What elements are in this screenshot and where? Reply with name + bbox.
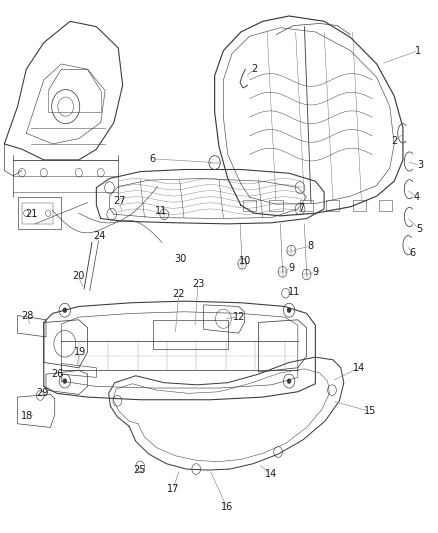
Text: 9: 9 bbox=[288, 263, 294, 272]
Text: 9: 9 bbox=[312, 267, 318, 277]
Text: 2: 2 bbox=[251, 64, 257, 74]
Text: 1: 1 bbox=[415, 46, 421, 55]
Circle shape bbox=[287, 378, 291, 384]
Text: 27: 27 bbox=[113, 197, 125, 206]
Text: 28: 28 bbox=[21, 311, 33, 320]
Text: 4: 4 bbox=[414, 192, 420, 202]
Text: 29: 29 bbox=[37, 389, 49, 398]
Text: 23: 23 bbox=[192, 279, 204, 288]
Text: 26: 26 bbox=[52, 369, 64, 379]
Text: 3: 3 bbox=[417, 160, 424, 170]
Text: 2: 2 bbox=[391, 136, 397, 146]
Text: 6: 6 bbox=[410, 248, 416, 258]
Text: 8: 8 bbox=[307, 241, 313, 251]
Text: 17: 17 bbox=[167, 484, 179, 494]
Text: 22: 22 bbox=[173, 289, 185, 299]
Text: 15: 15 bbox=[364, 407, 376, 416]
Text: 14: 14 bbox=[353, 363, 365, 373]
Text: 7: 7 bbox=[298, 203, 304, 213]
Text: 11: 11 bbox=[288, 287, 300, 297]
Text: 12: 12 bbox=[233, 312, 245, 322]
Text: 11: 11 bbox=[155, 206, 167, 215]
Text: 6: 6 bbox=[149, 154, 155, 164]
Text: 30: 30 bbox=[174, 254, 187, 263]
Circle shape bbox=[63, 308, 67, 313]
Text: 19: 19 bbox=[74, 347, 86, 357]
Text: 24: 24 bbox=[94, 231, 106, 240]
Text: 20: 20 bbox=[72, 271, 84, 281]
Text: 14: 14 bbox=[265, 470, 277, 479]
Circle shape bbox=[287, 308, 291, 313]
Text: 10: 10 bbox=[239, 256, 251, 266]
Circle shape bbox=[63, 378, 67, 384]
Text: 5: 5 bbox=[417, 224, 423, 234]
Text: 18: 18 bbox=[21, 411, 33, 421]
Text: 21: 21 bbox=[25, 209, 38, 219]
Text: 16: 16 bbox=[221, 503, 233, 512]
Text: 25: 25 bbox=[133, 465, 145, 475]
